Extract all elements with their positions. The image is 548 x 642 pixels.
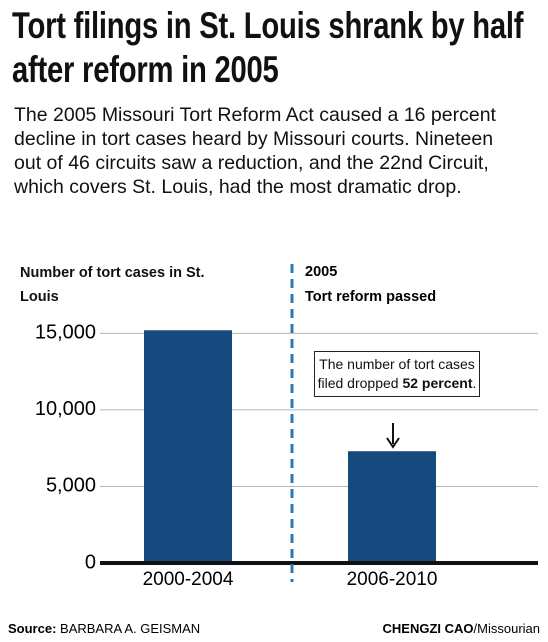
x-tick-label: 2000-2004 — [143, 569, 234, 590]
chart-subtitle: The 2005 Missouri Tort Reform Act caused… — [14, 104, 496, 198]
y-tick-label: 10,000 — [35, 398, 96, 420]
event-year: 2005 — [305, 264, 337, 280]
credit: CHENGZI CAO/Missourian — [383, 621, 540, 636]
credit-name: CHENGZI CAO — [383, 621, 474, 636]
chart-title: Tort filings in St. Louis shrank by half… — [12, 5, 524, 90]
x-tick-label: 2006-2010 — [347, 569, 438, 590]
y-tick-label: 0 — [85, 551, 96, 573]
callout-emphasis: 52 percent — [402, 375, 473, 391]
y-axis-label: Number of tort cases in St. Louis — [20, 265, 205, 305]
event-label: Tort reform passed — [305, 289, 436, 305]
source: Source: BARBARA A. GEISMAN — [8, 621, 200, 636]
credit-org: /Missourian — [474, 621, 540, 636]
bar — [144, 330, 232, 563]
bar — [348, 451, 436, 563]
callout: The number of tort cases filed dropped 5… — [314, 351, 480, 397]
y-tick-label: 15,000 — [35, 322, 96, 344]
source-label: Source: — [8, 621, 56, 636]
source-name: BARBARA A. GEISMAN — [60, 621, 200, 636]
callout-arrowhead — [386, 437, 400, 449]
y-tick-label: 5,000 — [46, 475, 96, 497]
callout-text: The number of tort cases filed dropped — [317, 356, 475, 391]
callout-end: . — [472, 375, 477, 391]
